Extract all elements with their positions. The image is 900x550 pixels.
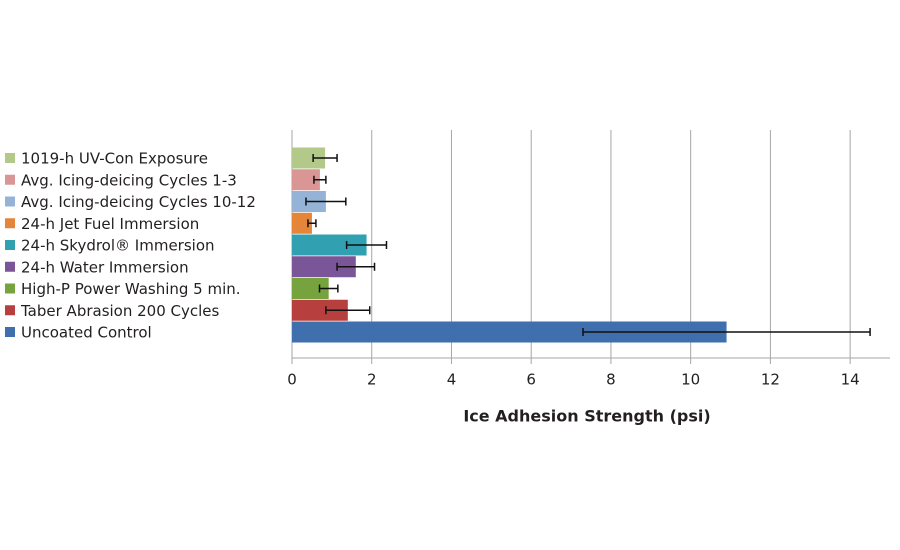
x-tick-label: 14	[841, 371, 860, 389]
error-bar	[305, 197, 347, 206]
bar	[292, 256, 356, 278]
bar	[292, 278, 329, 299]
error-bar	[307, 219, 317, 228]
error-bar	[312, 154, 338, 162]
error-bar	[325, 306, 371, 315]
bar	[292, 147, 326, 169]
error-bar	[313, 175, 327, 184]
legend-swatch	[5, 283, 15, 294]
bar	[292, 234, 367, 256]
x-tick-label: 12	[761, 371, 780, 389]
x-tick-label: 8	[606, 371, 616, 389]
legend-swatch	[5, 327, 15, 337]
legend-swatch	[5, 305, 15, 316]
legend-label: 1019-h UV-Con Exposure	[21, 150, 208, 168]
bar	[292, 321, 727, 343]
x-axis-label: Ice Adhesion Strength (psi)	[463, 407, 710, 426]
legend-label: Uncoated Control	[21, 324, 152, 342]
legend-swatch	[5, 196, 15, 207]
legend-label: 24-h Water Immersion	[21, 258, 189, 276]
legend-swatch	[5, 174, 15, 185]
x-tick-label: 4	[447, 371, 457, 389]
legend-label: 24-h Jet Fuel Immersion	[21, 215, 199, 233]
x-tick-label: 2	[367, 371, 377, 389]
x-tick-label: 6	[526, 371, 536, 389]
legend-label: Avg. Icing-deicing Cycles 1-3	[21, 171, 237, 189]
bar	[292, 212, 312, 234]
x-tick-label: 0	[287, 371, 297, 389]
legend-label: Taber Abrasion 200 Cycles	[20, 302, 220, 320]
legend-swatch	[5, 218, 15, 229]
legend-swatch	[5, 240, 15, 250]
error-bar	[336, 262, 376, 271]
x-tick-label: 10	[681, 371, 700, 389]
bar	[292, 299, 348, 321]
legend-label: 24-h Skydrol® Immersion	[21, 237, 215, 255]
legend-swatch	[5, 153, 15, 163]
legend-label: Avg. Icing-deicing Cycles 10-12	[21, 193, 256, 211]
error-bar	[318, 284, 339, 293]
error-bar	[582, 328, 871, 336]
error-bar	[345, 241, 388, 249]
legend-swatch	[5, 261, 15, 272]
bar	[292, 169, 320, 191]
legend-label: High-P Power Washing 5 min.	[21, 280, 241, 298]
